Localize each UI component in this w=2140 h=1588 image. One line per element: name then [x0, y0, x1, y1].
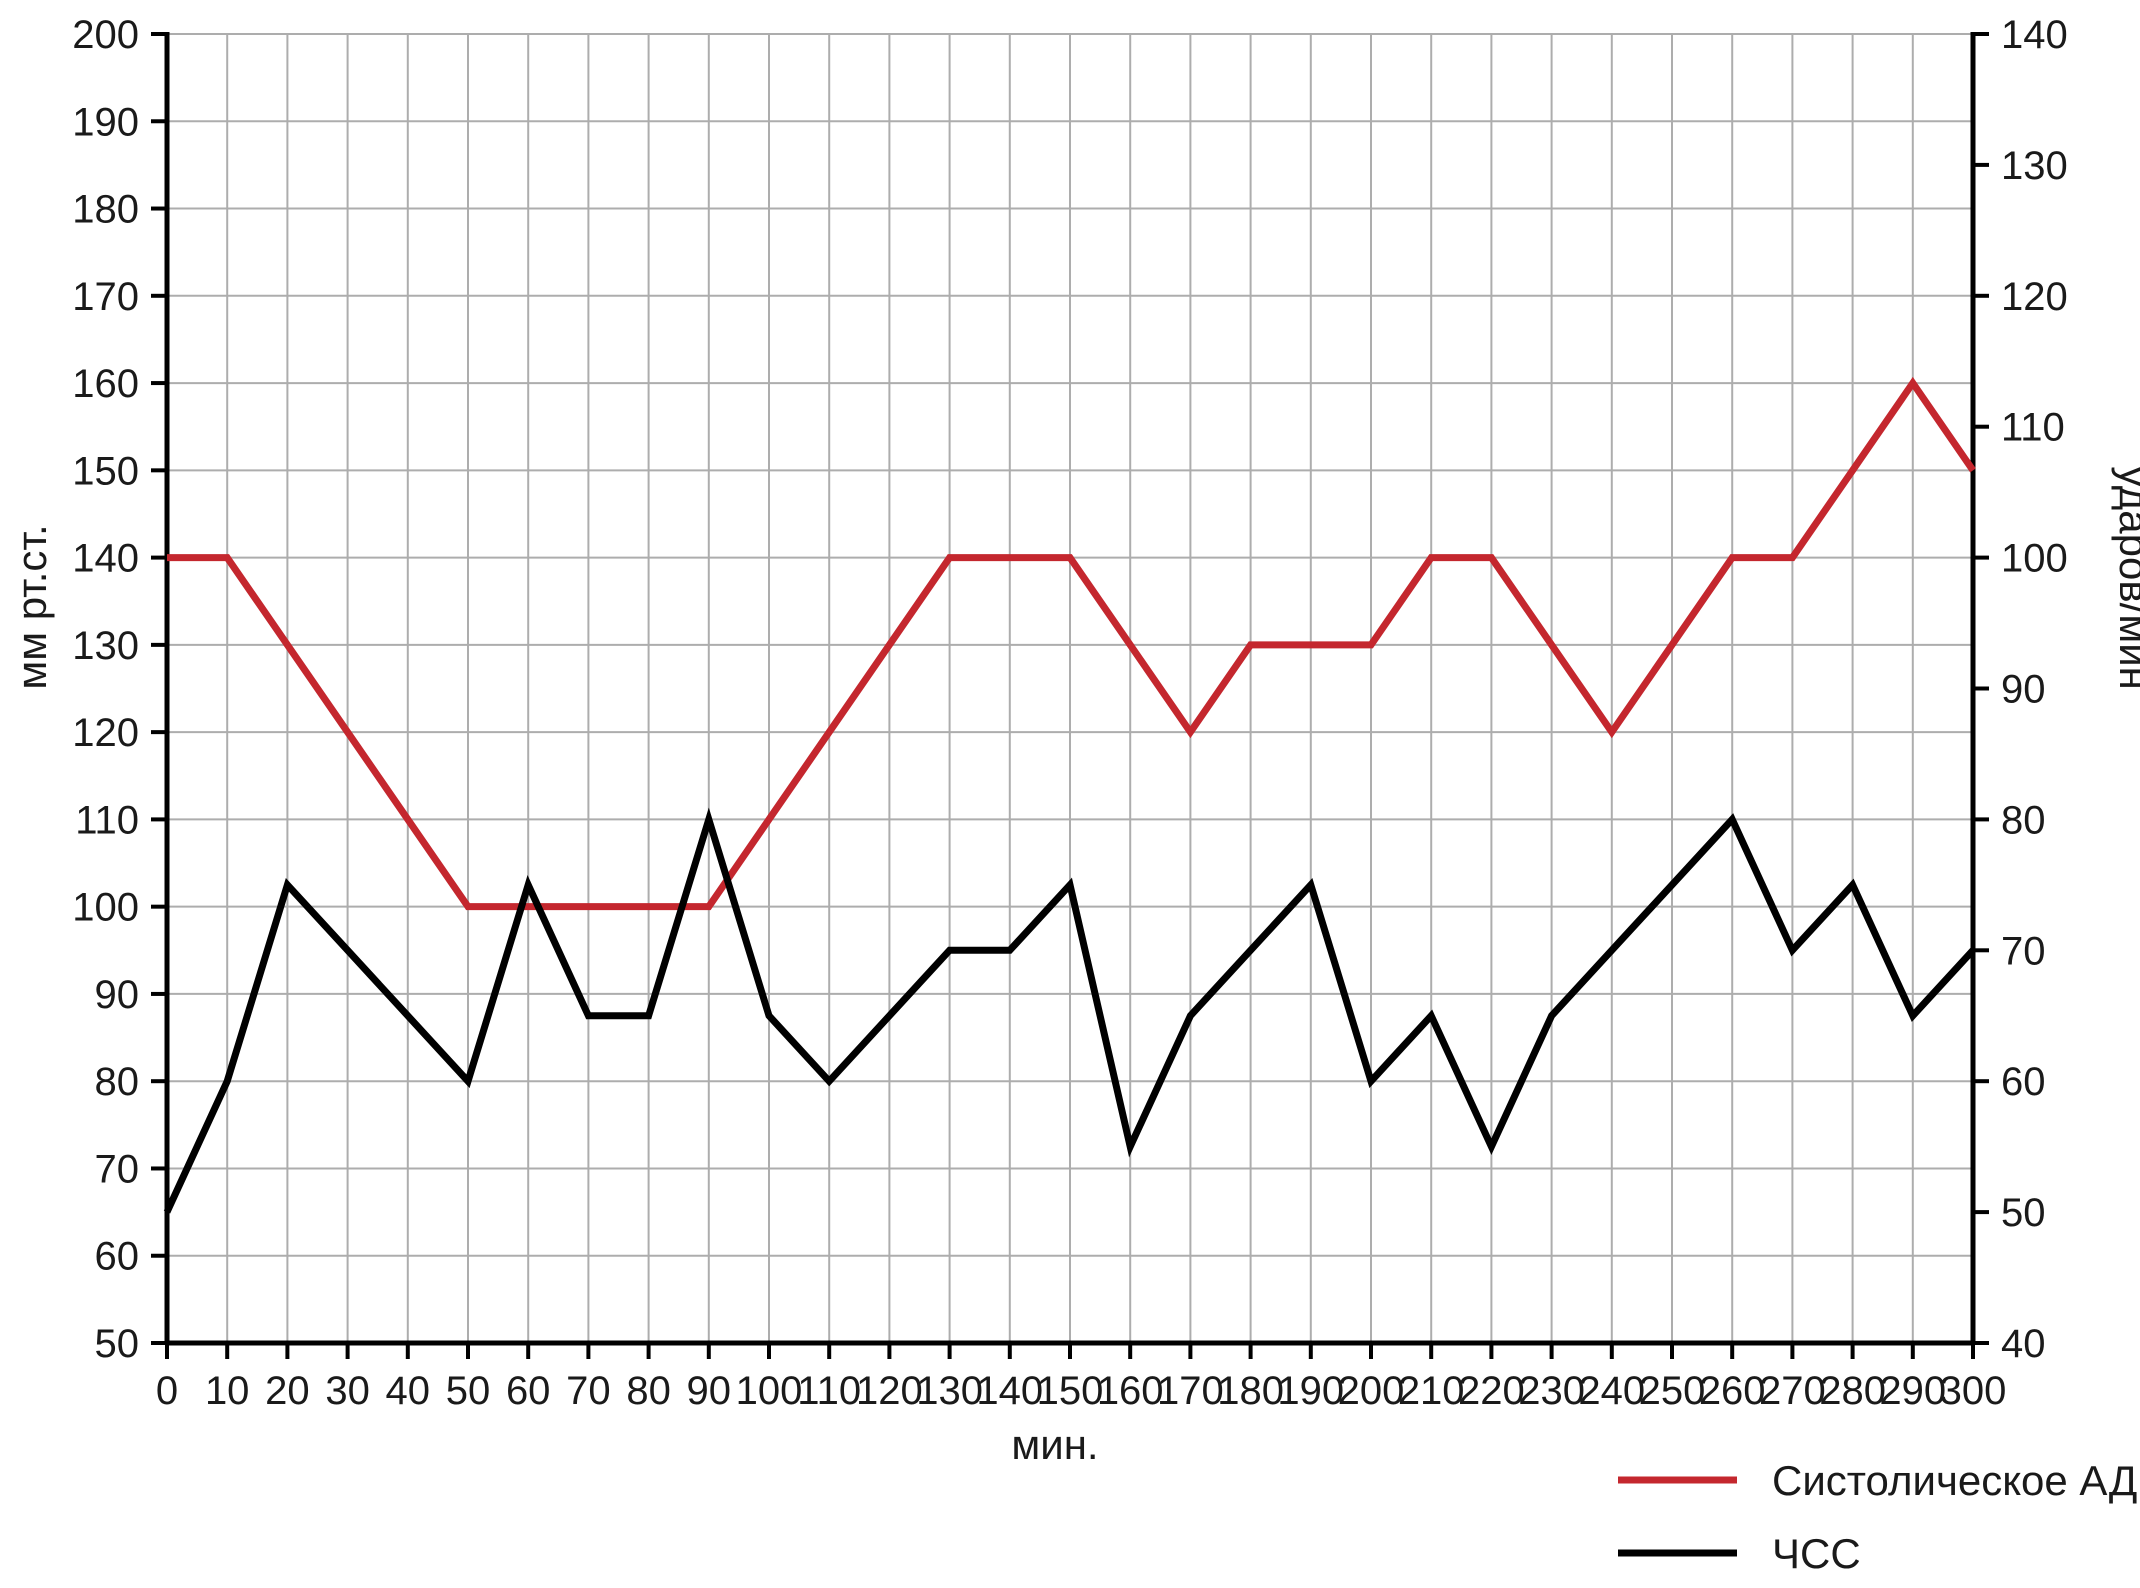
x-axis-tick-label: 140 [976, 1369, 1043, 1413]
left-axis-tick-label: 90 [95, 973, 140, 1017]
x-axis-tick-label: 270 [1759, 1369, 1826, 1413]
right-axis-tick-label: 80 [2001, 798, 2046, 842]
right-axis-tick-label: 90 [2001, 668, 2046, 712]
x-axis-tick-label: 230 [1518, 1369, 1585, 1413]
x-axis-tick-label: 20 [265, 1369, 310, 1413]
legend-label-hr: ЧСС [1772, 1530, 1861, 1577]
x-axis-tick-label: 240 [1578, 1369, 1645, 1413]
series-line-heart-rate [163, 807, 1976, 1214]
left-axis-tick-label: 80 [95, 1060, 140, 1104]
x-axis-tick-label: 260 [1699, 1369, 1766, 1413]
x-axis-tick-label: 70 [566, 1369, 611, 1413]
x-axis-tick-label: 60 [506, 1369, 551, 1413]
left-axis-tick-label: 180 [72, 188, 139, 232]
data-series [163, 376, 1976, 1214]
left-axis-tick-label: 200 [72, 13, 139, 57]
x-axis-tick-label: 80 [626, 1369, 671, 1413]
right-axis-tick-label: 40 [2001, 1322, 2046, 1366]
x-axis-tick-label: 40 [386, 1369, 431, 1413]
left-axis-tick-label: 160 [72, 362, 139, 406]
tick-marks [151, 32, 1989, 1359]
right-axis-tick-label: 140 [2001, 13, 2068, 57]
right-axis-tick-label: 120 [2001, 275, 2068, 319]
x-axis-tick-label: 10 [205, 1369, 250, 1413]
left-axis-title: мм рт.ст. [8, 524, 55, 689]
left-axis-tick-label: 110 [75, 798, 139, 842]
right-axis-tick-label: 50 [2001, 1191, 2046, 1235]
x-axis-tick-label: 280 [1819, 1369, 1886, 1413]
left-axis-tick-label: 140 [72, 537, 139, 581]
x-axis-tick-label: 210 [1398, 1369, 1465, 1413]
x-axis-tick-label: 290 [1879, 1369, 1946, 1413]
tick-labels: 5060708090100110120130140150160170180190… [72, 13, 2068, 1413]
legend-label-systolic: Систолическое АД [1772, 1457, 2137, 1504]
series-line-systolic-bp [167, 376, 1976, 911]
x-axis-tick-label: 0 [156, 1369, 178, 1413]
x-axis-tick-label: 110 [797, 1369, 861, 1413]
x-axis-tick-label: 150 [1037, 1369, 1104, 1413]
right-axis-tick-label: 70 [2001, 929, 2046, 973]
x-axis-tick-label: 190 [1277, 1369, 1344, 1413]
x-axis-tick-label: 50 [446, 1369, 491, 1413]
gridlines [167, 33, 1973, 1343]
left-axis-tick-label: 120 [72, 711, 139, 755]
right-axis-tick-label: 130 [2001, 144, 2068, 188]
right-axis-tick-label: 100 [2001, 537, 2068, 581]
x-axis-tick-label: 160 [1097, 1369, 1164, 1413]
left-axis-tick-label: 150 [72, 449, 139, 493]
x-axis-tick-label: 130 [916, 1369, 983, 1413]
x-axis-tick-label: 300 [1940, 1369, 2007, 1413]
x-axis-tick-label: 90 [687, 1369, 732, 1413]
x-axis-tick-label: 250 [1639, 1369, 1706, 1413]
left-axis-tick-label: 60 [95, 1235, 140, 1279]
x-axis-tick-label: 200 [1338, 1369, 1405, 1413]
right-axis-title: ударов/мин [2111, 466, 2140, 690]
x-axis-tick-label: 120 [856, 1369, 923, 1413]
x-axis-tick-label: 170 [1157, 1369, 1224, 1413]
left-axis-tick-label: 70 [95, 1147, 140, 1191]
legend: Систолическое АД ЧСС [1618, 1457, 2137, 1577]
right-axis-tick-label: 110 [2001, 406, 2065, 450]
left-axis-tick-label: 170 [72, 275, 139, 319]
x-axis-tick-label: 100 [736, 1369, 803, 1413]
left-axis-tick-label: 50 [95, 1322, 140, 1366]
x-axis-title: мин. [1011, 1421, 1098, 1468]
left-axis-tick-label: 130 [72, 624, 139, 668]
x-axis-tick-label: 30 [325, 1369, 370, 1413]
left-axis-tick-label: 190 [72, 100, 139, 144]
x-axis-tick-label: 220 [1458, 1369, 1525, 1413]
left-axis-tick-label: 100 [72, 886, 139, 930]
x-axis-tick-label: 180 [1217, 1369, 1284, 1413]
right-axis-tick-label: 60 [2001, 1060, 2046, 1104]
